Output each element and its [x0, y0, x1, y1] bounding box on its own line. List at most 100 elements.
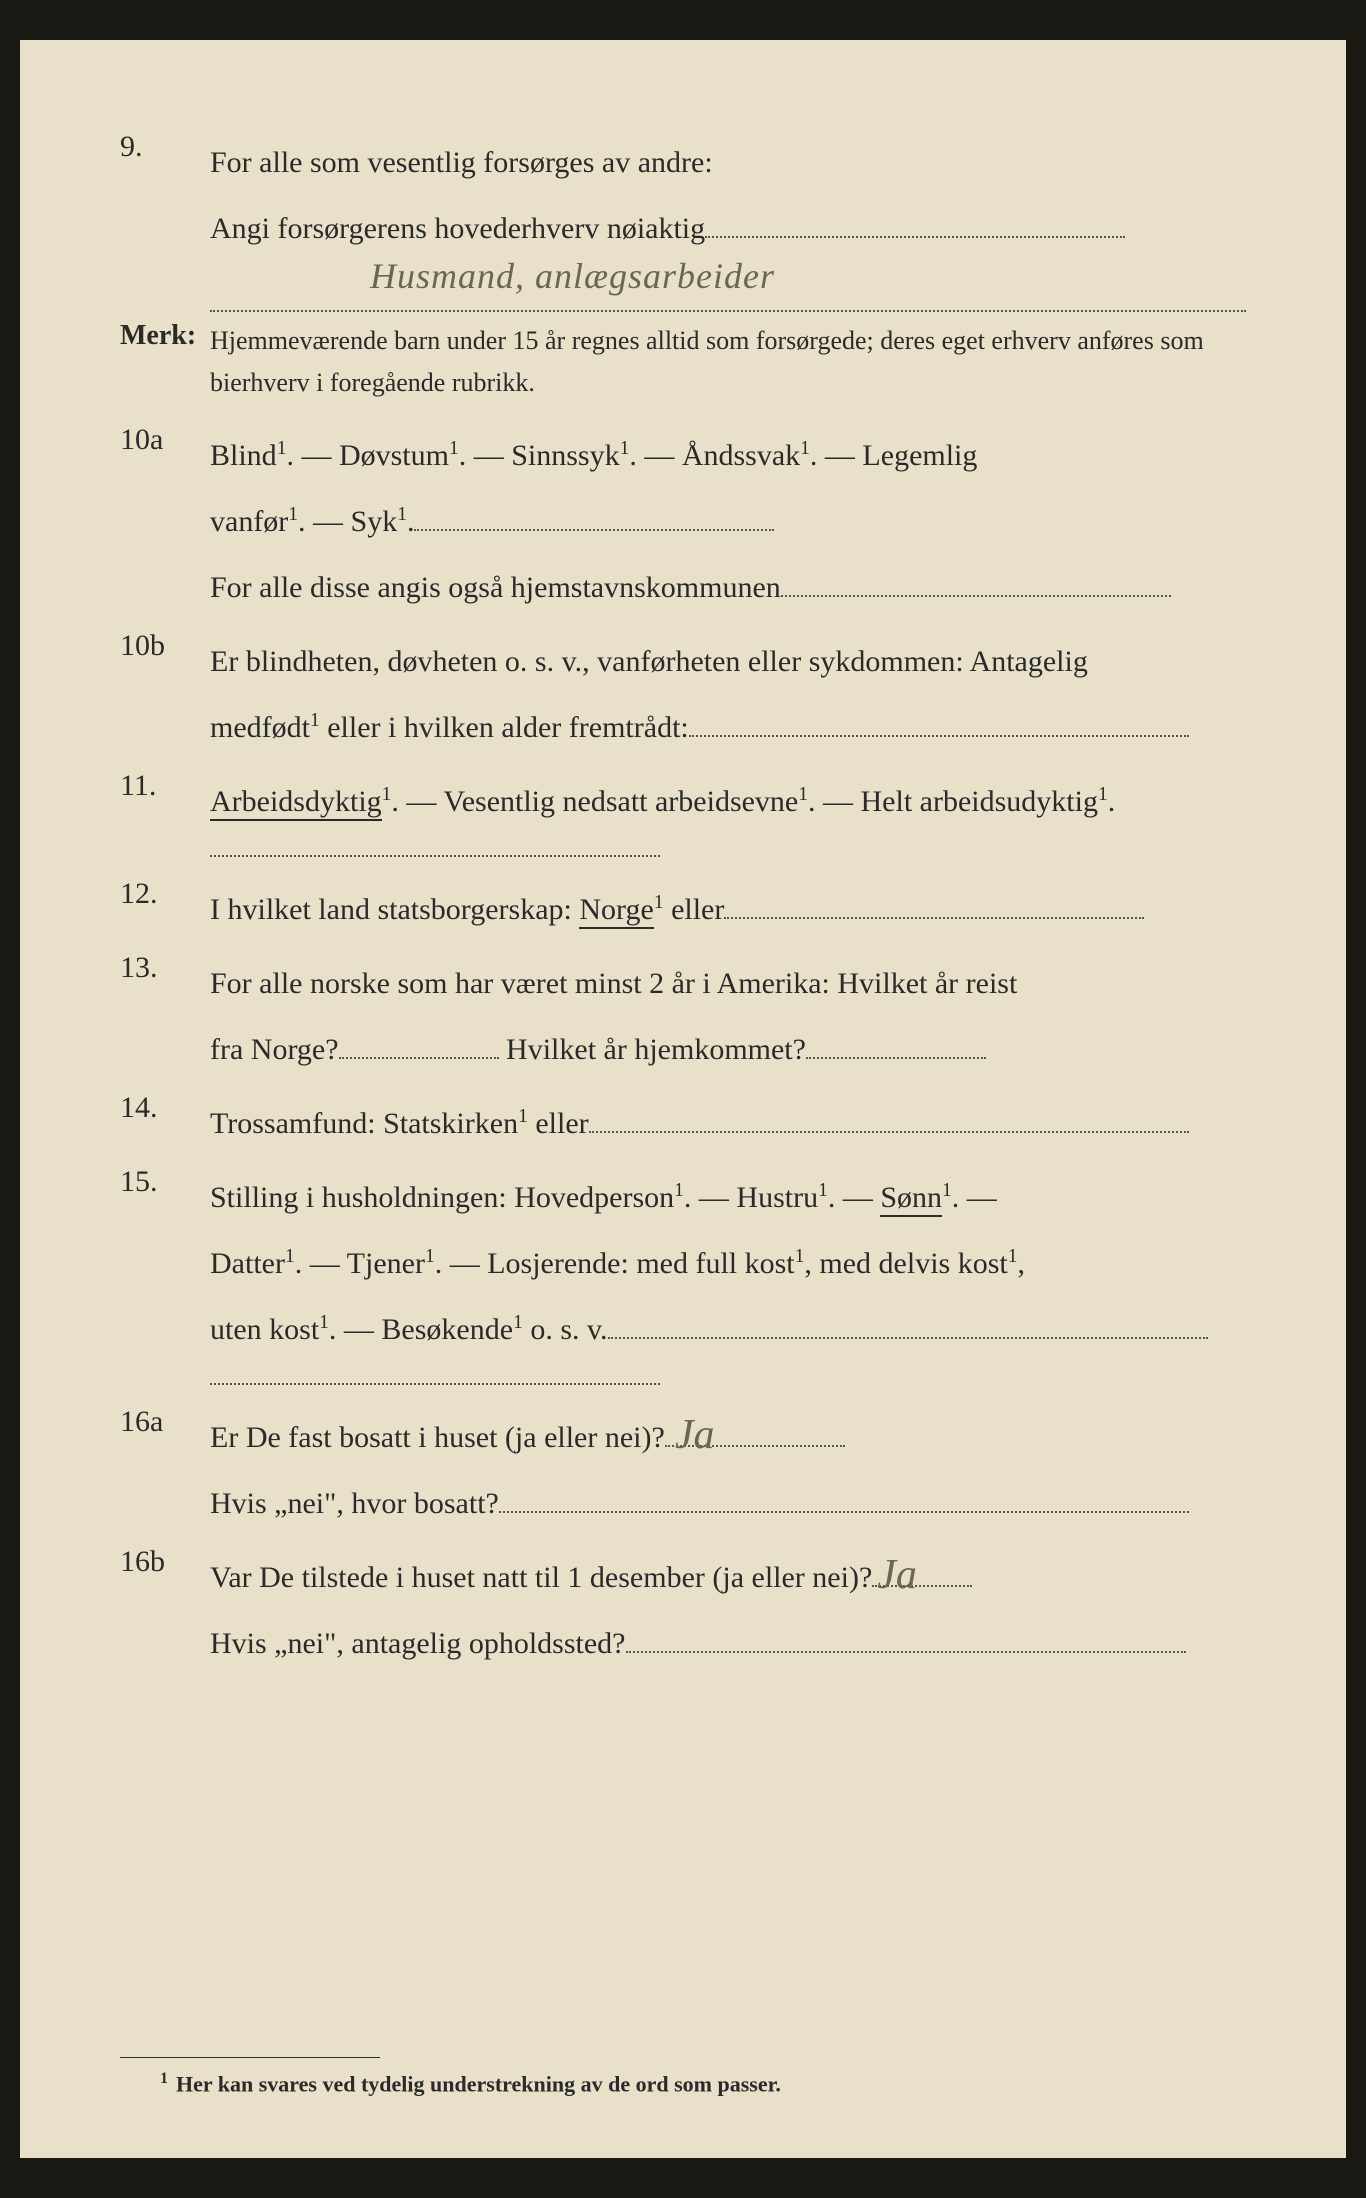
- q15-l2a: Datter: [210, 1247, 285, 1280]
- question-10b: 10b Er blindheten, døvheten o. s. v., va…: [120, 629, 1246, 761]
- q15-l1a: Stilling i husholdningen: Hovedperson: [210, 1181, 674, 1214]
- q16a-answer-wrap[interactable]: Ja: [665, 1405, 845, 1471]
- divider-2: [210, 1383, 660, 1385]
- sup: 1: [798, 784, 808, 805]
- question-11: 11. Arbeidsdyktig1. — Vesentlig nedsatt …: [120, 769, 1246, 835]
- q15-l3c: o. s. v.: [523, 1313, 608, 1346]
- sup: 1: [397, 504, 407, 525]
- q14-content: Trossamfund: Statskirken1 eller: [210, 1091, 1246, 1157]
- question-16a: 16a Er De fast bosatt i huset (ja eller …: [120, 1405, 1246, 1537]
- q13-fill1[interactable]: [339, 1057, 499, 1059]
- q15-l2d: , med delvis kost: [804, 1247, 1007, 1280]
- q16b-handwritten: Ja: [877, 1529, 917, 1621]
- q13-line1: For alle norske som har været minst 2 år…: [210, 967, 1017, 1000]
- q16a-fill2[interactable]: [499, 1511, 1189, 1513]
- q16a-line1: Er De fast bosatt i huset (ja eller nei)…: [210, 1421, 665, 1454]
- q15-l3a: uten kost: [210, 1313, 319, 1346]
- q15-l1d: . —: [952, 1181, 997, 1214]
- q11-p1: . — Vesentlig nedsatt arbeidsevne: [391, 785, 798, 818]
- q10a-number: 10a: [120, 423, 210, 457]
- q10a-fill2[interactable]: [781, 595, 1171, 597]
- sup: 1: [310, 710, 320, 731]
- q13-line2b: Hvilket år hjemkommet?: [499, 1033, 806, 1066]
- q15-fill[interactable]: [608, 1337, 1208, 1339]
- q15-l2b: . — Tjener: [295, 1247, 425, 1280]
- q15-l2c: . — Losjerende: med full kost: [435, 1247, 795, 1280]
- question-13: 13. For alle norske som har været minst …: [120, 951, 1246, 1083]
- q16a-line2: Hvis „nei", hvor bosatt?: [210, 1487, 499, 1520]
- q14-number: 14.: [120, 1091, 210, 1125]
- q15-l3b: . — Besøkende: [329, 1313, 513, 1346]
- q15-l2e: ,: [1017, 1247, 1025, 1280]
- sup: 1: [425, 1246, 435, 1267]
- question-12: 12. I hvilket land statsborgerskap: Norg…: [120, 877, 1246, 943]
- q10b-content: Er blindheten, døvheten o. s. v., vanfør…: [210, 629, 1246, 761]
- footnote: 1Her kan svares ved tydelig understrekni…: [120, 2070, 1246, 2097]
- merk-label: Merk:: [120, 320, 210, 352]
- q14-suffix: eller: [528, 1107, 589, 1140]
- footnote-rule: [120, 2057, 380, 2058]
- q10a-blind: Blind: [210, 439, 277, 472]
- q10a-p3: . — Åndssvak: [629, 439, 800, 472]
- sup: 1: [285, 1246, 295, 1267]
- sup: 1: [818, 1180, 828, 1201]
- q16b-fill2[interactable]: [626, 1651, 1186, 1653]
- q10b-line1: Er blindheten, døvheten o. s. v., vanfør…: [210, 645, 1088, 678]
- q15-sonn: Sønn: [880, 1181, 942, 1217]
- q15-number: 15.: [120, 1165, 210, 1199]
- q13-content: For alle norske som har været minst 2 år…: [210, 951, 1246, 1083]
- q14-fill[interactable]: [589, 1131, 1189, 1133]
- merk-text: Hjemmeværende barn under 15 år regnes al…: [210, 320, 1246, 403]
- census-form-page: 9. For alle som vesentlig forsørges av a…: [20, 40, 1346, 2158]
- sup: 1: [1098, 784, 1108, 805]
- footnote-text: Her kan svares ved tydelig understreknin…: [176, 2072, 781, 2097]
- q10b-fill[interactable]: [689, 735, 1189, 737]
- sup: 1: [513, 1312, 523, 1333]
- question-16b: 16b Var De tilstede i huset natt til 1 d…: [120, 1545, 1246, 1677]
- q11-p3: .: [1108, 785, 1116, 818]
- q16b-line2: Hvis „nei", antagelig opholdssted?: [210, 1627, 626, 1660]
- q16a-content: Er De fast bosatt i huset (ja eller nei)…: [210, 1405, 1246, 1537]
- q9-line1: For alle som vesentlig forsørges av andr…: [210, 146, 713, 179]
- q16b-number: 16b: [120, 1545, 210, 1579]
- q10a-l2p1: . — Syk: [298, 505, 397, 538]
- q16b-answer-wrap[interactable]: Ja: [872, 1545, 972, 1611]
- q10a-vanfor: vanfør: [210, 505, 288, 538]
- sup: 1: [288, 504, 298, 525]
- q16b-line1: Var De tilstede i huset natt til 1 desem…: [210, 1561, 872, 1594]
- q9-handwritten-line[interactable]: Husmand, anlægsarbeider: [210, 262, 1246, 312]
- q10a-p4: . — Legemlig: [810, 439, 977, 472]
- q12-number: 12.: [120, 877, 210, 911]
- q12-norge: Norge: [579, 893, 653, 929]
- q11-arbeidsdyktig: Arbeidsdyktig: [210, 785, 382, 821]
- sup: 1: [795, 1246, 805, 1267]
- q16a-handwritten: Ja: [675, 1389, 715, 1481]
- q10a-line3: For alle disse angis også hjemstavnskomm…: [210, 571, 781, 604]
- q15-l1b: . — Hustru: [684, 1181, 818, 1214]
- q10a-fill1[interactable]: [414, 529, 774, 531]
- q12-fill[interactable]: [724, 917, 1144, 919]
- q12-prefix: I hvilket land statsborgerskap:: [210, 893, 579, 926]
- q16b-content: Var De tilstede i huset natt til 1 desem…: [210, 1545, 1246, 1677]
- question-10a: 10a Blind1. — Døvstum1. — Sinnssyk1. — Å…: [120, 423, 1246, 621]
- sup: 1: [654, 892, 664, 913]
- merk-note: Merk: Hjemmeværende barn under 15 år reg…: [120, 320, 1246, 403]
- sup: 1: [620, 438, 630, 459]
- q13-fill2[interactable]: [806, 1057, 986, 1059]
- sup: 1: [942, 1180, 952, 1201]
- q9-handwritten: Husmand, anlægsarbeider: [370, 237, 775, 316]
- q12-content: I hvilket land statsborgerskap: Norge1 e…: [210, 877, 1246, 943]
- question-9: 9. For alle som vesentlig forsørges av a…: [120, 130, 1246, 312]
- sup: 1: [518, 1106, 528, 1127]
- q10a-p2: . — Sinnssyk: [459, 439, 620, 472]
- sup: 1: [449, 438, 459, 459]
- question-14: 14. Trossamfund: Statskirken1 eller: [120, 1091, 1246, 1157]
- q13-line2a: fra Norge?: [210, 1033, 339, 1066]
- q10b-number: 10b: [120, 629, 210, 663]
- divider-1: [210, 855, 660, 857]
- q15-l1c: . —: [828, 1181, 881, 1214]
- q14-prefix: Trossamfund: Statskirken: [210, 1107, 518, 1140]
- q10a-content: Blind1. — Døvstum1. — Sinnssyk1. — Åndss…: [210, 423, 1246, 621]
- sup: 1: [674, 1180, 684, 1201]
- sup: 1: [277, 438, 287, 459]
